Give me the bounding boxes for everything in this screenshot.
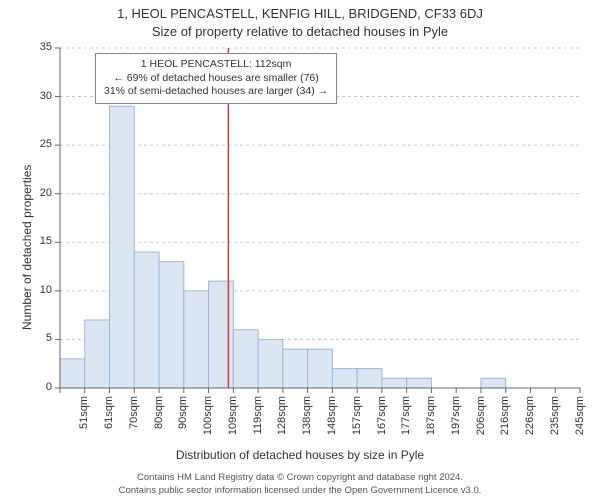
x-tick-label: 148sqm bbox=[326, 396, 338, 446]
chart-footer: Contains HM Land Registry data © Crown c… bbox=[0, 472, 600, 497]
x-tick-label: 197sqm bbox=[450, 396, 462, 446]
footer-line1: Contains HM Land Registry data © Crown c… bbox=[0, 472, 600, 484]
y-tick-label: 25 bbox=[28, 138, 52, 150]
x-tick-label: 119sqm bbox=[252, 396, 264, 446]
x-tick-label: 206sqm bbox=[475, 396, 487, 446]
x-tick-label: 167sqm bbox=[376, 396, 388, 446]
x-tick-label: 80sqm bbox=[153, 396, 165, 446]
x-tick-label: 70sqm bbox=[128, 396, 140, 446]
chart-container: 1, HEOL PENCASTELL, KENFIG HILL, BRIDGEN… bbox=[0, 0, 600, 500]
x-tick-label: 51sqm bbox=[78, 396, 90, 446]
x-tick-label: 157sqm bbox=[351, 396, 363, 446]
annotation-line1: 1 HEOL PENCASTELL: 112sqm bbox=[104, 58, 328, 72]
x-tick-label: 109sqm bbox=[227, 396, 239, 446]
y-tick-label: 10 bbox=[28, 284, 52, 296]
x-tick-label: 226sqm bbox=[524, 396, 536, 446]
x-tick-label: 187sqm bbox=[425, 396, 437, 446]
x-tick-label: 61sqm bbox=[103, 396, 115, 446]
x-tick-label: 90sqm bbox=[177, 396, 189, 446]
x-tick-label: 100sqm bbox=[202, 396, 214, 446]
footer-line2: Contains public sector information licen… bbox=[0, 485, 600, 497]
y-tick-label: 5 bbox=[28, 332, 52, 344]
y-tick-label: 20 bbox=[28, 187, 52, 199]
annotation-box: 1 HEOL PENCASTELL: 112sqm ← 69% of detac… bbox=[95, 53, 337, 104]
x-tick-label: 216sqm bbox=[499, 396, 511, 446]
x-tick-label: 177sqm bbox=[400, 396, 412, 446]
y-tick-label: 0 bbox=[28, 381, 52, 393]
x-axis-label: Distribution of detached houses by size … bbox=[0, 448, 600, 462]
y-tick-label: 15 bbox=[28, 235, 52, 247]
y-tick-label: 30 bbox=[28, 90, 52, 102]
annotation-line3: 31% of semi-detached houses are larger (… bbox=[104, 85, 328, 99]
x-tick-label: 128sqm bbox=[276, 396, 288, 446]
x-tick-label: 138sqm bbox=[301, 396, 313, 446]
x-tick-label: 235sqm bbox=[549, 396, 561, 446]
x-tick-label: 245sqm bbox=[574, 396, 586, 446]
y-tick-label: 35 bbox=[28, 41, 52, 53]
annotation-line2: ← 69% of detached houses are smaller (76… bbox=[104, 72, 328, 86]
